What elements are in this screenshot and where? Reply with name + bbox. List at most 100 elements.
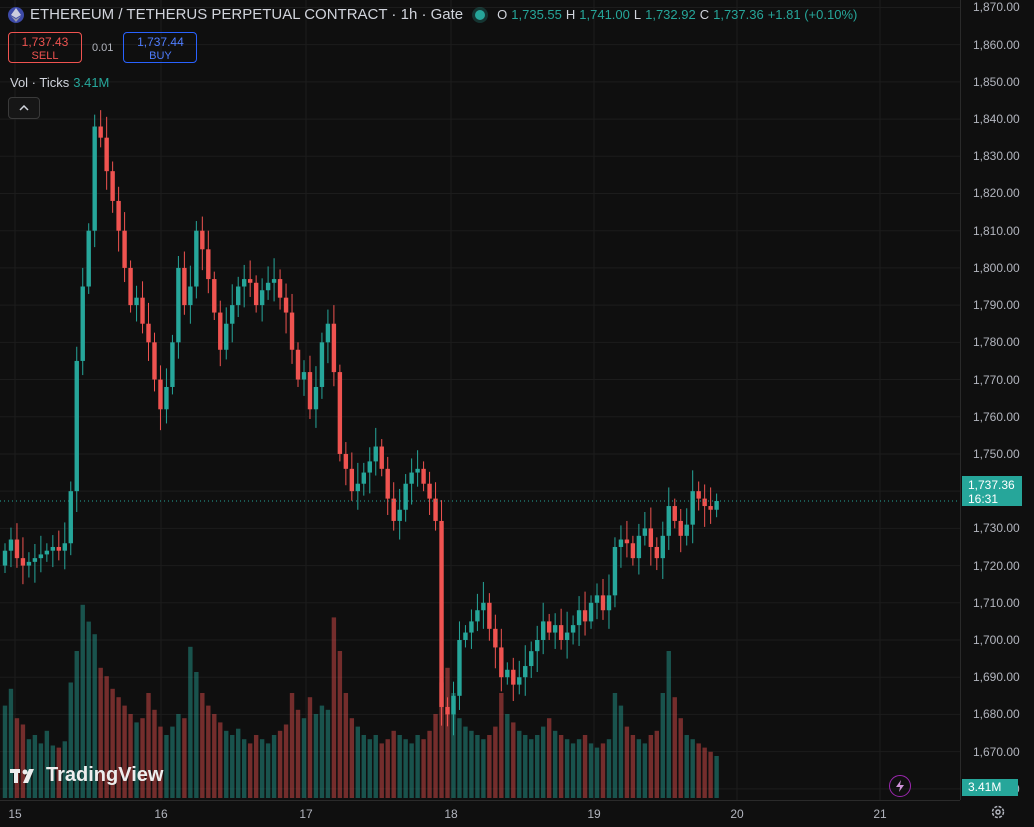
bar-countdown: 16:31	[968, 492, 999, 506]
price-tick-label: 1,850.00	[973, 74, 1020, 89]
time-scale[interactable]: 15 16 17 18 19 20 21	[0, 800, 960, 827]
volume-bar	[20, 724, 26, 798]
symbol-legend: ETHEREUM / TETHERUS PERPETUAL CONTRACT ·…	[8, 6, 857, 23]
candle-body	[529, 651, 534, 667]
candle-body	[594, 595, 600, 603]
candle-body	[696, 491, 701, 499]
volume-bar	[463, 726, 468, 798]
volume-bar	[546, 718, 552, 798]
candle-body	[421, 468, 426, 484]
candle-body	[14, 539, 20, 559]
volume-bar	[68, 682, 73, 798]
candle-body	[134, 297, 139, 306]
candle-body	[379, 446, 384, 469]
flash-button[interactable]	[889, 775, 911, 797]
volume-bar	[218, 722, 223, 798]
candle-body	[289, 312, 295, 350]
candle-body	[337, 372, 343, 454]
volume-bar	[373, 735, 378, 798]
volume-bar	[708, 751, 713, 798]
candle-body	[277, 279, 283, 298]
volume-bar	[451, 693, 456, 798]
volume-bar	[403, 739, 408, 798]
volume-bar	[582, 735, 588, 798]
volume-bar	[295, 709, 301, 798]
sell-button[interactable]: 1,737.43 SELL	[8, 32, 82, 63]
volume-bar	[98, 667, 103, 798]
volume-bar	[487, 735, 492, 798]
volume-bar	[307, 697, 313, 798]
current-price-value: 1,737.36	[968, 478, 1015, 492]
volume-bar	[50, 745, 56, 798]
volume-bar	[636, 739, 642, 798]
volume-bar	[92, 634, 97, 798]
candle-body	[391, 498, 396, 521]
volume-bar	[535, 735, 540, 798]
candle-body	[331, 323, 337, 373]
candle-body	[469, 621, 474, 633]
volume-bar	[182, 718, 187, 798]
volume-badge-value: 3.41M	[968, 780, 1002, 794]
volume-bar	[361, 735, 366, 798]
volume-bar	[606, 739, 612, 798]
candle-body	[552, 625, 558, 633]
ohlc-high-value: 1,741.00	[579, 7, 630, 22]
candle-body	[62, 543, 67, 551]
price-tick-label: 1,790.00	[973, 298, 1020, 313]
candle-body	[116, 200, 121, 231]
candle-body	[218, 312, 223, 350]
candle-body	[588, 602, 594, 622]
ohlc-open-value: 1,735.55	[511, 7, 562, 22]
candle-body	[158, 379, 163, 410]
candle-body	[642, 528, 648, 536]
candle-body	[182, 267, 187, 306]
price-tick-label: 1,710.00	[973, 595, 1020, 610]
candle-body	[714, 500, 719, 510]
volume-bar	[391, 730, 396, 798]
candle-body	[98, 126, 103, 138]
volume-bar	[618, 705, 624, 798]
volume-bar	[236, 728, 241, 798]
volume-legend[interactable]: Vol · Ticks 3.41M	[10, 75, 109, 90]
time-tick-label: 20	[730, 807, 744, 821]
candle-body	[451, 695, 456, 715]
candle-body	[630, 543, 636, 559]
volume-bar	[56, 747, 62, 798]
price-chart[interactable]	[0, 0, 960, 800]
price-tick-label: 1,770.00	[973, 372, 1020, 387]
volume-bar	[343, 693, 349, 798]
volume-legend-label: Vol · Ticks	[10, 75, 70, 90]
chart-area[interactable]: ETHEREUM / TETHERUS PERPETUAL CONTRACT ·…	[0, 0, 960, 800]
volume-bar	[475, 735, 480, 798]
price-scale[interactable]: 1,870.00 1,860.00 1,850.00 1,840.00 1,830.00…	[960, 0, 1034, 800]
time-tick-label: 19	[587, 807, 601, 821]
candle-body	[307, 372, 313, 410]
volume-bar	[445, 667, 450, 798]
candle-body	[200, 230, 205, 250]
volume-bar	[564, 739, 570, 798]
volume-bar	[259, 739, 265, 798]
volume-bar	[277, 730, 283, 798]
ohlc-low-key: L	[633, 7, 642, 22]
candle-body	[44, 550, 50, 555]
volume-bar	[194, 672, 199, 798]
volume-bar	[421, 739, 426, 798]
volume-bar	[283, 724, 289, 798]
gear-icon[interactable]	[990, 804, 1006, 820]
symbol-title[interactable]: ETHEREUM / TETHERUS PERPETUAL CONTRACT ·…	[30, 6, 464, 23]
candle-body	[122, 230, 127, 268]
buy-button[interactable]: 1,737.44 BUY	[123, 32, 198, 63]
volume-bar	[690, 739, 695, 798]
volume-bar	[104, 676, 109, 798]
candle-body	[600, 595, 606, 611]
candle-body	[367, 461, 372, 473]
volume-bar	[684, 735, 689, 798]
collapse-legend-button[interactable]	[8, 97, 40, 119]
candle-body	[56, 546, 62, 551]
tradingview-logo[interactable]: TradingView	[10, 764, 163, 787]
volume-bar	[206, 705, 211, 798]
volume-bar	[212, 714, 217, 798]
candle-body	[283, 297, 289, 313]
volume-bar	[367, 739, 372, 798]
candle-body	[654, 546, 660, 559]
